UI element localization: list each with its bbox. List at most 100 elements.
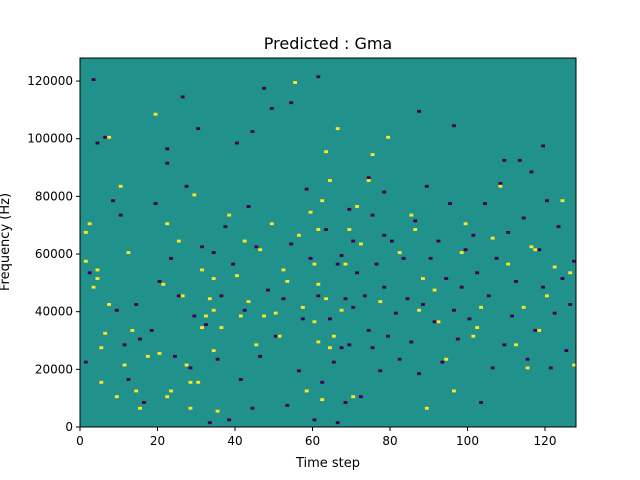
heatmap-cell-high [355, 205, 360, 208]
heatmap-cell-low [250, 406, 255, 410]
heatmap-cell-low [362, 294, 367, 298]
heatmap-cell-low [165, 161, 170, 165]
y-tick-label: 60000 [35, 247, 73, 261]
heatmap-cell-high [122, 363, 127, 367]
heatmap-cell-high [328, 346, 332, 350]
heatmap-cell-low [176, 294, 181, 298]
heatmap-cell-low [215, 357, 220, 361]
y-axis-label: Frequency (Hz) [0, 193, 13, 291]
heatmap-cell-low [467, 317, 472, 321]
heatmap-cell-low [320, 380, 325, 384]
heatmap-cell-low [300, 317, 305, 321]
heatmap-cell-low [514, 279, 518, 283]
heatmap-cell-high [545, 294, 549, 298]
heatmap-cell-low [459, 285, 464, 289]
heatmap-cell-high [479, 305, 484, 309]
heatmap-cell-high [95, 277, 100, 280]
heatmap-cell-low [231, 262, 236, 266]
heatmap-cell-high [161, 282, 166, 286]
heatmap-cell-high [316, 228, 321, 231]
heatmap-cell-high [87, 222, 92, 226]
heatmap-cell-low [382, 285, 387, 289]
heatmap-cell-high [409, 213, 414, 217]
heatmap-cell-high [238, 314, 243, 318]
heatmap-cell-high [200, 326, 205, 329]
heatmap-cell-low [235, 141, 239, 145]
heatmap-cell-high [126, 251, 131, 255]
heatmap-cell-low [165, 147, 170, 151]
heatmap-cell-high [413, 228, 418, 231]
heatmap-cell-high [397, 251, 402, 255]
heatmap-cell-high [297, 233, 301, 237]
heatmap-cell-high [196, 380, 201, 384]
heatmap-cell-low [103, 135, 108, 139]
heatmap-cell-high [370, 153, 375, 157]
heatmap-cell-low [556, 225, 561, 229]
heatmap-cell-high [444, 357, 449, 361]
heatmap-cell-high [130, 328, 135, 332]
heatmap-cell-high [312, 320, 317, 324]
heatmap-cell-low [262, 86, 267, 90]
heatmap-cell-high [281, 268, 286, 272]
heatmap-cell-low [312, 418, 317, 422]
heatmap-cell-low [273, 334, 278, 338]
x-tick-label: 20 [150, 434, 165, 448]
heatmap-cell-high [145, 354, 150, 358]
x-axis-label: Time step [295, 456, 360, 471]
heatmap-cell-high [359, 242, 363, 246]
heatmap-cell-low [486, 294, 491, 298]
heatmap-cell-high [300, 305, 305, 309]
heatmap-cell-low [180, 95, 185, 99]
heatmap-cell-low [475, 271, 480, 275]
heatmap-cell-low [560, 277, 565, 280]
heatmap-cell-low [153, 202, 158, 206]
heatmap-cell-high [95, 268, 100, 272]
heatmap-cell-high [552, 265, 557, 269]
heatmap-cell-low [238, 377, 243, 381]
heatmap-cell-low [184, 184, 189, 188]
heatmap-cell-high [572, 363, 577, 367]
heatmap-cell-high [560, 199, 565, 203]
heatmap-cell-low [308, 256, 313, 260]
heatmap-cell-high [192, 193, 197, 197]
heatmap-cell-low [114, 308, 119, 312]
heatmap-cell-low [207, 421, 212, 425]
heatmap-cell-high [235, 274, 239, 278]
heatmap-cell-high [324, 297, 329, 301]
heatmap-cell-low [428, 256, 433, 260]
heatmap-cell-high [99, 380, 104, 384]
x-tick-label: 80 [382, 434, 397, 448]
heatmap-cell-high [320, 199, 325, 203]
heatmap-cell-high [328, 179, 332, 182]
y-axis: 0 20000 40000 60000 80000 100000 120000 [27, 74, 80, 434]
heatmap-cell-low [440, 360, 445, 364]
heatmap-cell-low [490, 366, 495, 370]
heatmap-cell-low [254, 245, 259, 249]
x-axis: 0 20 40 60 80 100 120 [76, 427, 556, 448]
heatmap-cell-low [331, 360, 336, 364]
heatmap-cell-low [339, 346, 344, 350]
heatmap-cell-low [413, 219, 418, 223]
heatmap-cell-high [107, 135, 112, 139]
heatmap-cell-low [517, 158, 522, 162]
heatmap-cell-high [114, 395, 119, 399]
heatmap-cell-low [374, 262, 379, 266]
x-tick-label: 120 [534, 434, 557, 448]
heatmap-cell-high [308, 210, 313, 214]
heatmap-cell-high [83, 259, 88, 263]
heatmap-cell-high [83, 230, 88, 234]
heatmap-cell-high [525, 366, 530, 370]
heatmap-cell-high [320, 398, 325, 402]
heatmap-cell-low [316, 294, 321, 298]
heatmap-cell-high [490, 236, 495, 240]
heatmap-cell-low [572, 259, 577, 263]
heatmap-cell-low [390, 239, 394, 243]
heatmap-cell-low [118, 213, 123, 217]
heatmap-cell-high [157, 352, 162, 355]
heatmap-cell-high [134, 389, 139, 393]
y-tick-label: 120000 [27, 74, 73, 88]
heatmap-cell-low [564, 349, 569, 353]
heatmap-cell-low [211, 251, 216, 255]
heatmap-cell-low [386, 334, 391, 338]
heatmap-cell-high [242, 239, 247, 243]
